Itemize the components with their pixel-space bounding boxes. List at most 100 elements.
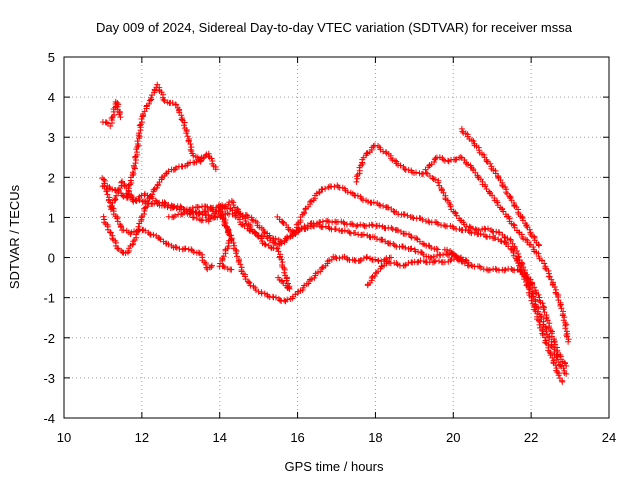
data-point <box>390 208 397 215</box>
data-point <box>182 245 189 252</box>
data-point <box>441 222 448 229</box>
data-point <box>360 231 367 238</box>
data-point <box>380 148 387 155</box>
data-point <box>433 245 440 252</box>
data-point <box>130 238 137 245</box>
data-point <box>432 176 439 183</box>
data-point <box>220 263 227 270</box>
data-point <box>560 317 567 324</box>
data-point <box>169 100 176 107</box>
x-tick-label: 20 <box>446 430 460 445</box>
data-point <box>326 257 333 264</box>
y-tick-label: 5 <box>48 50 55 65</box>
data-point <box>248 216 255 223</box>
x-tick-label: 14 <box>212 430 226 445</box>
data-point <box>528 297 535 304</box>
data-point <box>510 221 517 228</box>
data-point <box>558 305 565 312</box>
data-point <box>535 291 542 298</box>
data-point <box>319 218 326 225</box>
data-point <box>547 327 554 334</box>
data-point <box>443 250 450 257</box>
data-point <box>324 217 331 224</box>
data-point <box>435 179 442 186</box>
data-point <box>141 205 148 212</box>
data-point <box>136 133 143 140</box>
data-point <box>281 266 288 273</box>
data-point <box>562 325 569 332</box>
series-track-9 <box>353 142 570 377</box>
data-point <box>390 240 397 247</box>
data-point <box>555 372 562 379</box>
data-point <box>430 253 437 260</box>
data-point <box>168 202 175 209</box>
data-point <box>268 244 275 251</box>
data-point <box>197 155 204 162</box>
data-point <box>389 226 396 233</box>
y-tick-label: -2 <box>43 331 55 346</box>
data-point <box>161 97 168 104</box>
data-point <box>278 256 285 263</box>
data-point <box>402 244 409 251</box>
data-point <box>501 233 508 240</box>
data-point <box>541 260 548 267</box>
data-point <box>181 119 188 126</box>
data-point <box>370 199 377 206</box>
data-point <box>189 204 196 211</box>
data-point <box>546 273 553 280</box>
data-point <box>275 248 282 255</box>
data-point <box>496 229 503 236</box>
data-point <box>340 219 347 226</box>
data-point <box>354 222 361 229</box>
data-point <box>539 300 546 307</box>
x-tick-label: 16 <box>290 430 304 445</box>
data-point <box>401 262 408 269</box>
data-point <box>482 183 489 190</box>
data-point <box>109 186 116 193</box>
data-point <box>435 220 442 227</box>
data-point <box>459 128 466 135</box>
data-point <box>477 264 484 271</box>
data-point <box>545 267 552 274</box>
data-point <box>407 233 414 240</box>
data-point <box>514 253 521 260</box>
data-point <box>234 205 241 212</box>
x-tick-label: 18 <box>368 430 382 445</box>
data-point <box>157 236 164 243</box>
data-point <box>332 254 339 261</box>
data-point <box>352 230 359 237</box>
data-point <box>419 240 426 247</box>
data-point <box>142 198 149 205</box>
data-point <box>320 264 327 271</box>
data-point <box>290 230 297 237</box>
data-point <box>515 253 522 260</box>
data-point <box>279 219 286 226</box>
data-point <box>324 258 331 265</box>
data-point <box>483 266 490 273</box>
data-point <box>131 162 138 169</box>
data-point <box>107 229 114 236</box>
data-point <box>551 283 558 290</box>
data-point <box>540 306 547 313</box>
data-point <box>379 236 386 243</box>
data-point <box>447 203 454 210</box>
data-point <box>307 198 314 205</box>
data-point <box>170 214 177 221</box>
data-point <box>328 256 335 263</box>
data-point <box>138 214 145 221</box>
data-point <box>414 259 421 266</box>
data-point <box>149 195 156 202</box>
data-point <box>444 246 451 253</box>
data-point <box>173 164 180 171</box>
data-point <box>363 253 370 260</box>
series-track-15 <box>189 197 293 292</box>
data-point <box>108 115 115 122</box>
data-point <box>109 235 116 242</box>
data-point <box>266 232 273 239</box>
y-tick-label: 3 <box>48 130 55 145</box>
data-point <box>116 111 123 118</box>
series-track-13 <box>441 246 472 269</box>
data-point <box>332 225 339 232</box>
